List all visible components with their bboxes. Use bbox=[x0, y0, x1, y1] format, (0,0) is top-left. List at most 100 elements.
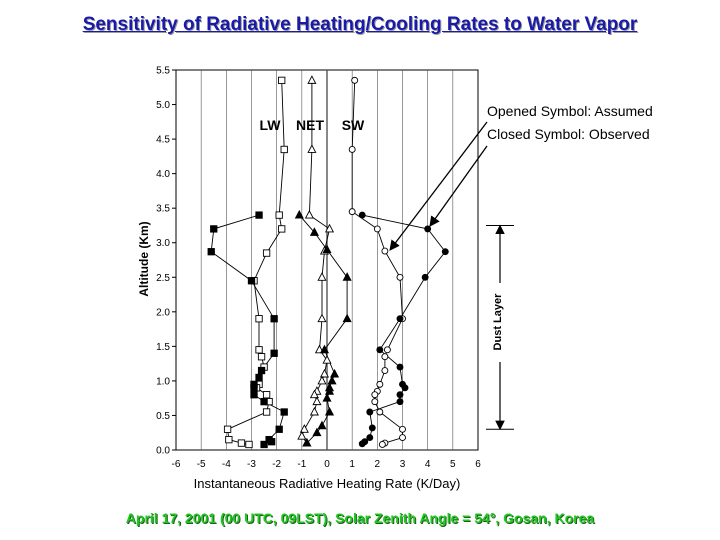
group-label-lw: LW bbox=[260, 117, 282, 133]
open-circle-marker bbox=[381, 247, 389, 255]
y-tick-label: 1.0 bbox=[156, 376, 170, 387]
open-square-marker bbox=[245, 440, 253, 449]
filled-square-marker bbox=[260, 397, 268, 406]
filled-triangle-marker bbox=[322, 244, 332, 254]
x-tick-label: 6 bbox=[475, 459, 481, 470]
filled-square-marker bbox=[275, 425, 283, 433]
x-axis-label: Instantaneous Radiative Heating Rate (K/… bbox=[194, 476, 461, 491]
y-tick-label: 5.5 bbox=[156, 66, 170, 77]
footer-caption: April 17, 2001 (00 UTC, 09LST), Solar Ze… bbox=[125, 510, 595, 526]
open-circle-marker bbox=[371, 398, 379, 406]
open-square-marker bbox=[280, 145, 288, 154]
dust-layer-label: Dust Layer bbox=[492, 293, 504, 351]
open-square-marker bbox=[223, 425, 232, 433]
y-tick-label: 0.5 bbox=[156, 411, 170, 422]
filled-square-marker bbox=[210, 225, 218, 233]
open-square-marker bbox=[262, 391, 271, 399]
filled-circle-marker bbox=[358, 440, 366, 448]
filled-triangle-marker bbox=[324, 406, 335, 416]
filled-square-marker bbox=[255, 373, 263, 382]
open-circle-marker bbox=[396, 273, 404, 281]
filled-circle-marker bbox=[358, 211, 366, 219]
open-square-marker bbox=[255, 315, 263, 323]
open-triangle-marker bbox=[307, 144, 317, 153]
open-triangle-marker bbox=[312, 396, 322, 406]
filled-circle-marker bbox=[396, 315, 404, 323]
open-triangle-marker bbox=[304, 209, 314, 219]
filled-square-marker bbox=[247, 277, 256, 285]
filled-circle-marker bbox=[424, 225, 432, 233]
filled-circle-marker bbox=[376, 346, 384, 354]
open-circle-marker bbox=[351, 76, 359, 84]
x-axis-ticks: -6 -5 -4 -3 -2 -1 0 1 2 3 4 5 6 bbox=[172, 459, 482, 470]
open-circle-marker bbox=[378, 441, 386, 448]
filled-square-marker bbox=[250, 391, 258, 399]
open-triangle-marker bbox=[309, 389, 319, 399]
annotations: LW NET SW Opened Symbol: Assumed Closed Symb… bbox=[260, 103, 653, 431]
filled-square-marker bbox=[270, 315, 278, 323]
filled-circle-marker bbox=[401, 384, 409, 392]
slide-title: Sensitivity of Radiative Heating/Cooling… bbox=[82, 14, 638, 35]
y-tick-label: 4.0 bbox=[156, 169, 170, 180]
open-circle-marker bbox=[399, 434, 406, 442]
open-circle-marker bbox=[348, 208, 356, 216]
filled-triangle-marker bbox=[327, 375, 337, 385]
open-triangle-marker bbox=[309, 406, 319, 416]
filled-circle-marker bbox=[396, 391, 404, 399]
open-triangle-marker bbox=[299, 424, 309, 433]
filled-square-marker bbox=[250, 384, 258, 392]
series-markers bbox=[207, 75, 449, 449]
x-tick-label: -5 bbox=[197, 459, 206, 470]
open-square-marker bbox=[278, 76, 286, 85]
x-tick-label: 4 bbox=[425, 459, 431, 470]
filled-triangle-marker bbox=[312, 427, 322, 437]
x-tick-label: -3 bbox=[247, 459, 256, 470]
open-square-marker bbox=[255, 346, 263, 354]
open-square-marker bbox=[237, 439, 246, 447]
filled-triangle-marker bbox=[317, 420, 327, 430]
open-circle-marker bbox=[348, 146, 356, 153]
open-triangle-marker bbox=[317, 375, 327, 385]
filled-triangle-marker bbox=[322, 393, 332, 402]
open-triangle-marker bbox=[324, 223, 335, 233]
grid-lines bbox=[200, 70, 454, 450]
filled-triangle-marker bbox=[330, 368, 340, 378]
open-circle-marker bbox=[373, 225, 381, 233]
legend-entry-1: Closed Symbol: Observed bbox=[487, 126, 650, 142]
filled-square-marker bbox=[270, 349, 278, 357]
open-square-marker bbox=[225, 435, 233, 444]
open-circle-marker bbox=[381, 353, 389, 361]
open-circle-marker bbox=[399, 425, 406, 433]
filled-square-marker bbox=[255, 211, 263, 219]
filled-circle-marker bbox=[366, 434, 374, 442]
open-triangle-marker bbox=[319, 368, 330, 378]
filled-square-marker bbox=[280, 408, 288, 416]
y-tick-label: 4.5 bbox=[156, 135, 170, 146]
x-tick-label: -6 bbox=[172, 459, 181, 470]
filled-circle-marker bbox=[368, 424, 376, 432]
filled-circle-marker bbox=[396, 398, 404, 406]
group-label-net: NET bbox=[296, 117, 324, 133]
filled-square-marker bbox=[257, 366, 266, 375]
open-triangle-marker bbox=[297, 431, 307, 440]
open-triangle-marker bbox=[317, 272, 327, 281]
filled-triangle-marker bbox=[302, 437, 312, 447]
open-square-marker bbox=[257, 353, 266, 361]
y-axis-label: Altitude (Km) bbox=[137, 221, 151, 296]
open-circle-marker bbox=[371, 391, 379, 399]
filled-triangle-marker bbox=[342, 272, 352, 281]
y-tick-label: 3.0 bbox=[156, 238, 170, 249]
x-tick-label: 2 bbox=[375, 459, 381, 470]
filled-triangle-marker bbox=[294, 209, 304, 219]
filled-circle-marker bbox=[396, 363, 404, 371]
open-triangle-marker bbox=[322, 355, 332, 364]
x-tick-label: 1 bbox=[349, 459, 355, 470]
x-tick-label: 0 bbox=[324, 459, 330, 470]
y-tick-label: 1.5 bbox=[156, 342, 170, 353]
x-tick-label: -4 bbox=[222, 459, 231, 470]
y-tick-label: 2.5 bbox=[156, 273, 170, 284]
filled-circle-marker bbox=[421, 273, 429, 281]
filled-triangle-marker bbox=[342, 313, 352, 323]
group-label-sw: SW bbox=[342, 117, 365, 133]
